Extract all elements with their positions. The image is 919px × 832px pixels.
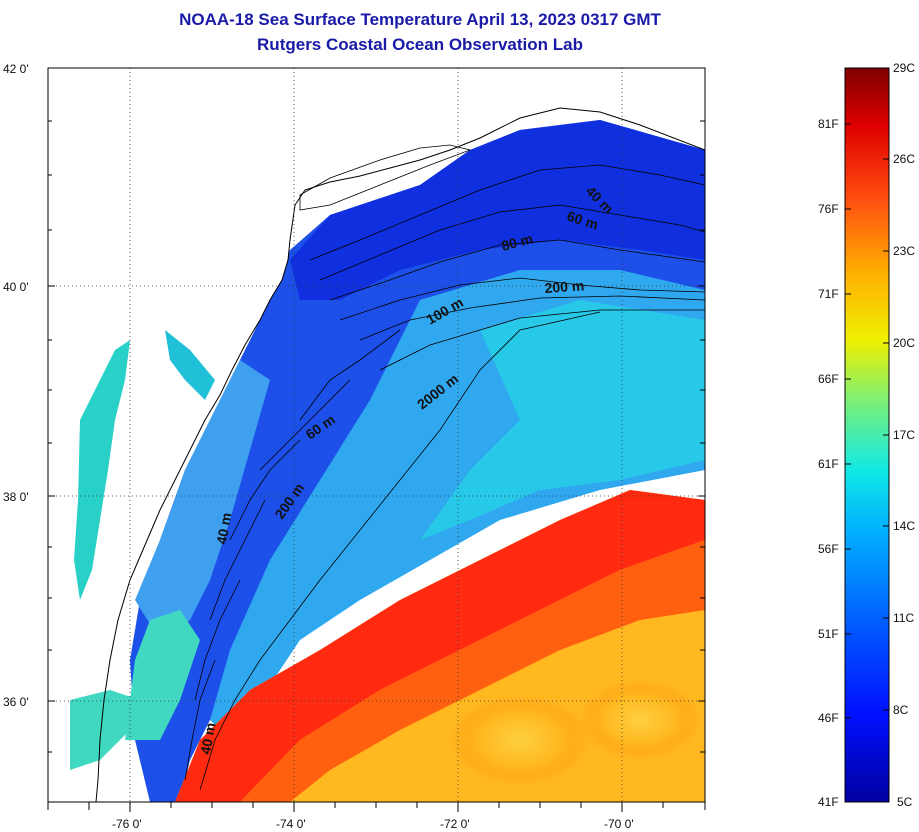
latitude-labels: 42 0' 40 0' 38 0' 36 0'	[3, 62, 29, 709]
fahrenheit-label: 71F	[818, 287, 839, 301]
bathymetry-contours	[184, 164, 705, 791]
fahrenheit-label: 81F	[818, 117, 839, 131]
lat-label: 38 0'	[3, 490, 29, 504]
colorbar-ticks	[845, 123, 889, 719]
fahrenheit-label: 76F	[818, 202, 839, 216]
fahrenheit-label: 61F	[818, 457, 839, 471]
lon-label: -70 0'	[604, 817, 634, 831]
celsius-label: 8C	[893, 703, 909, 717]
contour-label: 40 m	[197, 721, 218, 755]
colorbar-fahrenheit-labels: 81F 76F 71F 66F 61F 56F 51F 46F 41F	[818, 117, 839, 809]
colorbar-celsius-labels: 29C 26C 23C 20C 17C 14C 11C 8C 5C	[893, 61, 915, 809]
contour-label: 200 m	[544, 277, 585, 296]
ocean-nearshore-green	[125, 610, 200, 740]
chart-subtitle: Rutgers Coastal Ocean Observation Lab	[257, 35, 583, 54]
chart-title: NOAA-18 Sea Surface Temperature April 13…	[179, 10, 661, 29]
fahrenheit-label: 51F	[818, 627, 839, 641]
delaware-bay	[165, 330, 215, 400]
fahrenheit-label: 56F	[818, 542, 839, 556]
warm-eddy-2	[580, 680, 700, 760]
lon-label: -76 0'	[112, 817, 142, 831]
lat-label: 40 0'	[3, 280, 29, 294]
lon-label: -72 0'	[440, 817, 470, 831]
longitude-labels: -76 0' -74 0' -72 0' -70 0'	[112, 817, 634, 831]
celsius-label: 26C	[893, 152, 915, 166]
land-new-england	[48, 68, 705, 802]
lat-label: 42 0'	[3, 62, 29, 76]
fahrenheit-label: 41F	[818, 795, 839, 809]
warm-eddy	[450, 695, 590, 785]
celsius-label: 29C	[893, 61, 915, 75]
sst-map: 40 m 60 m 80 m 200 m 100 m 2000 m 60 m 2…	[48, 68, 705, 802]
celsius-label: 11C	[893, 611, 914, 625]
gulf-stream-edge	[240, 540, 705, 802]
celsius-label: 17C	[893, 428, 915, 442]
lat-lon-grid	[48, 68, 705, 802]
pamlico-sound	[70, 690, 140, 770]
lon-label: -74 0'	[276, 817, 306, 831]
lat-label: 36 0'	[3, 695, 29, 709]
fahrenheit-label: 46F	[818, 711, 839, 725]
celsius-label: 14C	[893, 519, 915, 533]
gulf-stream-core	[175, 490, 705, 802]
coastline	[95, 107, 705, 802]
celsius-label: 23C	[893, 244, 915, 258]
ocean-coastal-cyan	[135, 360, 270, 640]
celsius-label: 20C	[893, 336, 915, 350]
colorbar	[844, 67, 890, 803]
ocean-mid-water	[420, 300, 705, 540]
contour-label: 80 m	[500, 230, 535, 254]
contour-label: 40 m	[213, 511, 234, 545]
celsius-label: 5C	[897, 795, 913, 809]
fahrenheit-label: 66F	[818, 372, 839, 386]
chesapeake-bay	[74, 340, 130, 600]
axis-ticks	[47, 67, 706, 812]
land-long-island	[299, 144, 472, 211]
